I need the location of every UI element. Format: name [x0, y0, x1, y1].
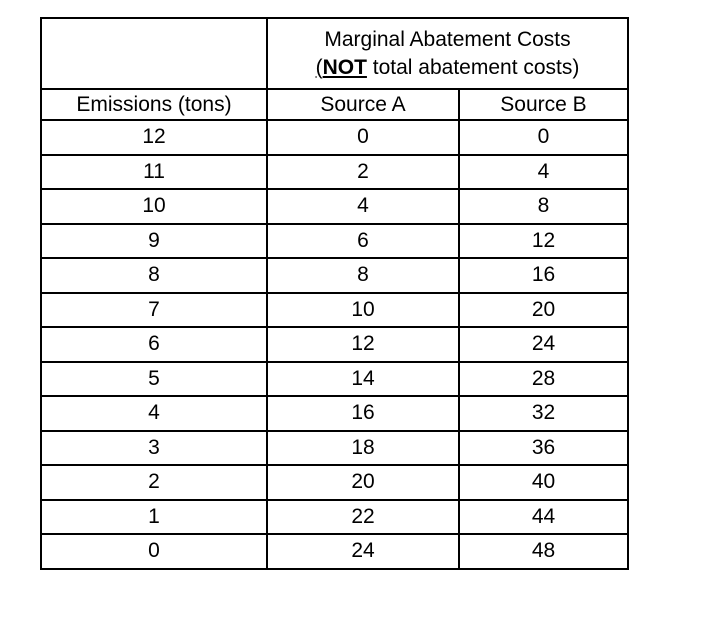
cell-emissions: 0 — [40, 533, 268, 570]
cell-emissions: 10 — [40, 188, 268, 225]
cell-emissions: 11 — [40, 153, 268, 190]
cell-source_a: 16 — [266, 395, 460, 432]
table-row: 12 0 0 — [40, 119, 629, 156]
marginal-abatement-costs-table: Marginal Abatement Costs (NOT total abate… — [40, 17, 629, 570]
cell-source_b: 40 — [458, 464, 629, 501]
table-row: 7 10 20 — [40, 291, 629, 328]
cell-emissions: 6 — [40, 326, 268, 363]
cell-emissions: 8 — [40, 257, 268, 294]
table-row: 5 14 28 — [40, 360, 629, 397]
table-row: 10 4 8 — [40, 188, 629, 225]
cell-source_b: 48 — [458, 533, 629, 570]
cell-emissions: 5 — [40, 360, 268, 397]
cell-source_b: 32 — [458, 395, 629, 432]
cell-source_a: 4 — [266, 188, 460, 225]
merged-header-line1: Marginal Abatement Costs — [324, 27, 571, 51]
cell-source_b: 28 — [458, 360, 629, 397]
table-row: 2 20 40 — [40, 464, 629, 501]
table-row: 0 24 48 — [40, 533, 629, 570]
cell-source_a: 8 — [266, 257, 460, 294]
cell-emissions: 2 — [40, 464, 268, 501]
merged-header-line2-rest: total abatement costs) — [366, 55, 580, 79]
cell-source_b: 24 — [458, 326, 629, 363]
cell-source_a: 0 — [266, 119, 460, 156]
cell-source_b: 44 — [458, 498, 629, 535]
table-row: 3 18 36 — [40, 429, 629, 466]
empty-corner-cell — [40, 17, 268, 90]
column-header-source-a: Source A — [266, 88, 460, 121]
cell-source_b: 12 — [458, 222, 629, 259]
cell-source_b: 16 — [458, 257, 629, 294]
cell-source_a: 24 — [266, 533, 460, 570]
cell-source_a: 20 — [266, 464, 460, 501]
column-header-row: Emissions (tons) Source A Source B — [40, 88, 629, 121]
cell-source_a: 2 — [266, 153, 460, 190]
merged-header-emphasis: NOT — [322, 55, 367, 79]
cell-emissions: 9 — [40, 222, 268, 259]
table-row: 8 8 16 — [40, 257, 629, 294]
table-row: 1 22 44 — [40, 498, 629, 535]
cell-emissions: 3 — [40, 429, 268, 466]
cell-source_a: 6 — [266, 222, 460, 259]
cell-source_b: 36 — [458, 429, 629, 466]
cell-emissions: 12 — [40, 119, 268, 156]
table-row: 4 16 32 — [40, 395, 629, 432]
merged-header-row: Marginal Abatement Costs (NOT total abate… — [40, 17, 629, 90]
table-row: 9 6 12 — [40, 222, 629, 259]
cell-source_a: 18 — [266, 429, 460, 466]
cell-emissions: 1 — [40, 498, 268, 535]
merged-header-cell: Marginal Abatement Costs (NOT total abate… — [266, 17, 629, 90]
cell-source_b: 0 — [458, 119, 629, 156]
table-row: 6 12 24 — [40, 326, 629, 363]
table-body: 12 0 0 11 2 4 10 4 8 9 6 12 8 8 16 7 10 20 6 12 24 5 14 28 4 16 32… — [40, 119, 629, 570]
merged-header-open-paren: ( — [315, 55, 323, 79]
column-header-source-b: Source B — [458, 88, 629, 121]
column-header-emissions: Emissions (tons) — [40, 88, 268, 121]
cell-source_b: 20 — [458, 291, 629, 328]
cell-source_a: 10 — [266, 291, 460, 328]
cell-emissions: 7 — [40, 291, 268, 328]
table-row: 11 2 4 — [40, 153, 629, 190]
cell-source_b: 4 — [458, 153, 629, 190]
cell-source_a: 22 — [266, 498, 460, 535]
cell-source_b: 8 — [458, 188, 629, 225]
cell-source_a: 12 — [266, 326, 460, 363]
cell-emissions: 4 — [40, 395, 268, 432]
cell-source_a: 14 — [266, 360, 460, 397]
